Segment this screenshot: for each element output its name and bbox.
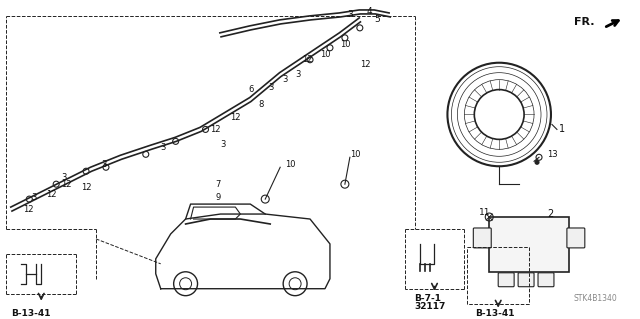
- Text: 2: 2: [547, 209, 553, 219]
- Text: 32117: 32117: [415, 302, 446, 311]
- Text: 3: 3: [282, 75, 287, 84]
- FancyBboxPatch shape: [498, 273, 514, 287]
- Text: 13: 13: [547, 150, 557, 159]
- Text: B-13-41: B-13-41: [12, 309, 51, 318]
- FancyBboxPatch shape: [518, 273, 534, 287]
- Text: 4: 4: [367, 7, 372, 17]
- Circle shape: [535, 160, 539, 164]
- Text: 12: 12: [23, 204, 34, 213]
- Text: STK4B1340: STK4B1340: [574, 294, 618, 303]
- Text: 3: 3: [61, 173, 67, 182]
- Text: 3: 3: [101, 160, 106, 169]
- Text: 12: 12: [61, 180, 72, 189]
- Text: 12: 12: [360, 60, 371, 69]
- FancyBboxPatch shape: [538, 273, 554, 287]
- Text: 10: 10: [350, 150, 360, 159]
- Text: 10: 10: [285, 160, 296, 169]
- Text: 3: 3: [295, 70, 301, 79]
- Text: FR.: FR.: [574, 17, 595, 27]
- Text: 7: 7: [216, 180, 221, 189]
- Text: 5: 5: [375, 15, 381, 25]
- Text: 12: 12: [230, 113, 241, 122]
- Text: 12: 12: [302, 55, 312, 64]
- Text: 10: 10: [340, 40, 351, 49]
- Text: 12: 12: [46, 189, 57, 199]
- Text: 3: 3: [220, 140, 226, 149]
- Text: 3: 3: [161, 143, 166, 152]
- Text: 3: 3: [268, 83, 274, 92]
- Text: B-13-41: B-13-41: [476, 309, 515, 318]
- Text: 9: 9: [216, 193, 221, 202]
- Text: 12: 12: [211, 125, 221, 134]
- Text: 6: 6: [248, 85, 253, 94]
- Text: 10: 10: [320, 50, 330, 59]
- Text: 11: 11: [479, 208, 491, 217]
- Text: B-7-1: B-7-1: [415, 294, 442, 303]
- Text: 3: 3: [31, 193, 36, 202]
- Text: 8: 8: [259, 100, 264, 109]
- Bar: [489, 217, 569, 272]
- Text: 3: 3: [347, 11, 353, 19]
- Text: 12: 12: [81, 183, 92, 192]
- FancyBboxPatch shape: [474, 228, 492, 248]
- FancyBboxPatch shape: [567, 228, 585, 248]
- Text: 1: 1: [559, 124, 565, 134]
